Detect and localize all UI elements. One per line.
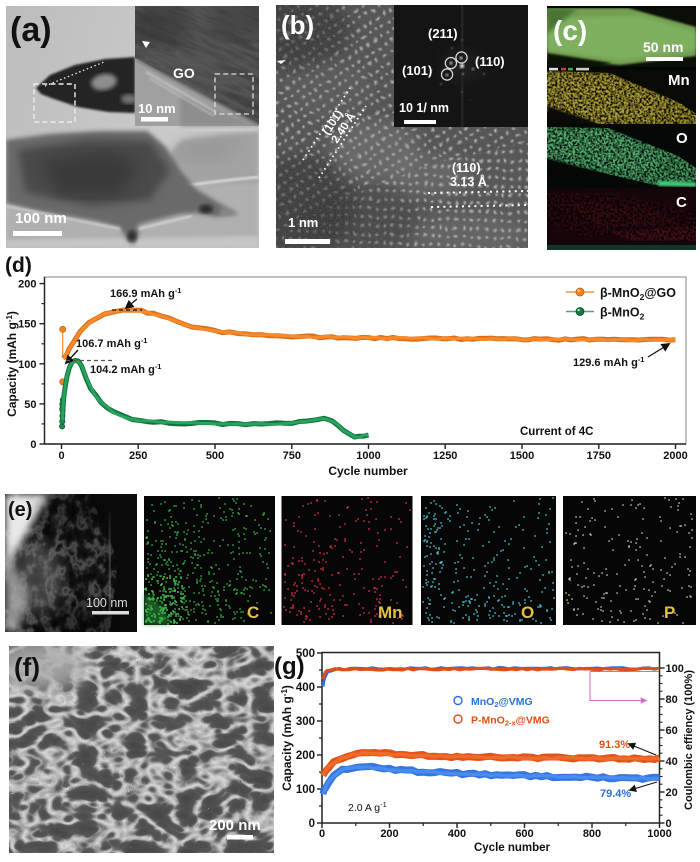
svg-text:400: 400 bbox=[448, 828, 466, 840]
svg-text:800: 800 bbox=[583, 828, 601, 840]
svg-text:P-MnO2-x@VMG: P-MnO2-x@VMG bbox=[471, 715, 550, 728]
svg-text:50: 50 bbox=[24, 399, 36, 411]
svg-text:(b): (b) bbox=[281, 10, 314, 40]
svg-text:0: 0 bbox=[58, 450, 64, 462]
svg-text:β-MnO2: β-MnO2 bbox=[600, 306, 645, 322]
svg-text:O: O bbox=[521, 603, 534, 622]
svg-text:(a): (a) bbox=[10, 11, 52, 49]
svg-text:O: O bbox=[676, 130, 688, 147]
svg-text:200: 200 bbox=[18, 279, 36, 291]
svg-text:129.6 mAh g-1: 129.6 mAh g-1 bbox=[573, 355, 644, 370]
svg-text:1 nm: 1 nm bbox=[288, 215, 318, 230]
svg-text:(101): (101) bbox=[402, 63, 432, 78]
svg-text:1250: 1250 bbox=[433, 450, 457, 462]
svg-text:GO: GO bbox=[173, 65, 195, 81]
svg-text:150: 150 bbox=[18, 319, 36, 331]
svg-text:Cycle number: Cycle number bbox=[328, 464, 408, 478]
svg-text:(d): (d) bbox=[5, 254, 32, 277]
svg-text:250: 250 bbox=[129, 450, 147, 462]
svg-text:0: 0 bbox=[319, 828, 325, 840]
svg-text:P: P bbox=[664, 603, 675, 622]
svg-text:Mn: Mn bbox=[668, 72, 690, 89]
svg-text:Capacity (mAh g-1): Capacity (mAh g-1) bbox=[280, 685, 295, 791]
svg-text:1000: 1000 bbox=[647, 828, 671, 840]
svg-text:200: 200 bbox=[380, 828, 398, 840]
svg-text:Coulombic effiency (100%): Coulombic effiency (100%) bbox=[683, 670, 695, 810]
svg-text:0: 0 bbox=[666, 818, 672, 830]
svg-text:2.0 A g-1: 2.0 A g-1 bbox=[348, 800, 387, 815]
svg-text:100 nm: 100 nm bbox=[15, 210, 67, 227]
svg-text:400: 400 bbox=[296, 682, 315, 694]
svg-text:100: 100 bbox=[666, 663, 684, 675]
svg-text:104.2 mAh g-1: 104.2 mAh g-1 bbox=[90, 362, 161, 377]
svg-text:Capacity (mAh g-1): Capacity (mAh g-1) bbox=[5, 311, 20, 417]
svg-text:60: 60 bbox=[666, 725, 678, 737]
svg-text:300: 300 bbox=[296, 716, 315, 728]
svg-text:50 nm: 50 nm bbox=[643, 39, 683, 55]
svg-text:C: C bbox=[676, 194, 687, 211]
svg-text:β-MnO2@GO: β-MnO2@GO bbox=[600, 286, 676, 302]
svg-text:1000: 1000 bbox=[356, 450, 380, 462]
svg-text:200 nm: 200 nm bbox=[209, 817, 261, 834]
svg-text:10 nm: 10 nm bbox=[138, 101, 176, 116]
svg-text:Cycle number: Cycle number bbox=[474, 842, 551, 854]
svg-text:0: 0 bbox=[309, 818, 315, 830]
svg-text:C: C bbox=[247, 603, 259, 622]
svg-text:(110): (110) bbox=[475, 54, 505, 69]
svg-text:166.9 mAh g-1: 166.9 mAh g-1 bbox=[110, 286, 181, 301]
svg-text:(e): (e) bbox=[8, 499, 32, 521]
svg-text:3.13 Å: 3.13 Å bbox=[450, 174, 487, 189]
svg-text:0: 0 bbox=[30, 439, 36, 451]
svg-text:91.3%: 91.3% bbox=[599, 739, 630, 751]
svg-text:20: 20 bbox=[666, 787, 678, 799]
svg-text:79.4%: 79.4% bbox=[600, 788, 631, 800]
svg-text:(110): (110) bbox=[452, 161, 481, 175]
svg-text:MnO2@VMG: MnO2@VMG bbox=[471, 696, 533, 709]
svg-text:106.7 mAh g-1: 106.7 mAh g-1 bbox=[76, 336, 147, 351]
svg-text:1750: 1750 bbox=[587, 450, 611, 462]
svg-text:500: 500 bbox=[206, 450, 224, 462]
svg-text:1500: 1500 bbox=[510, 450, 534, 462]
svg-text:(g): (g) bbox=[274, 653, 305, 680]
svg-text:40: 40 bbox=[666, 756, 678, 768]
svg-text:100: 100 bbox=[18, 359, 36, 371]
svg-text:(f): (f) bbox=[14, 652, 40, 682]
svg-text:Mn: Mn bbox=[378, 603, 403, 622]
svg-text:500: 500 bbox=[296, 648, 315, 660]
svg-text:100 nm: 100 nm bbox=[86, 596, 128, 610]
svg-text:(211): (211) bbox=[428, 26, 458, 41]
svg-text:100: 100 bbox=[296, 784, 315, 796]
svg-text:(c): (c) bbox=[553, 15, 587, 46]
svg-text:Current of 4C: Current of 4C bbox=[520, 426, 593, 438]
svg-text:600: 600 bbox=[515, 828, 533, 840]
svg-text:750: 750 bbox=[283, 450, 301, 462]
svg-text:2000: 2000 bbox=[663, 450, 687, 462]
svg-text:80: 80 bbox=[666, 694, 678, 706]
svg-text:200: 200 bbox=[296, 750, 315, 762]
svg-text:10 1/ nm: 10 1/ nm bbox=[399, 101, 449, 115]
